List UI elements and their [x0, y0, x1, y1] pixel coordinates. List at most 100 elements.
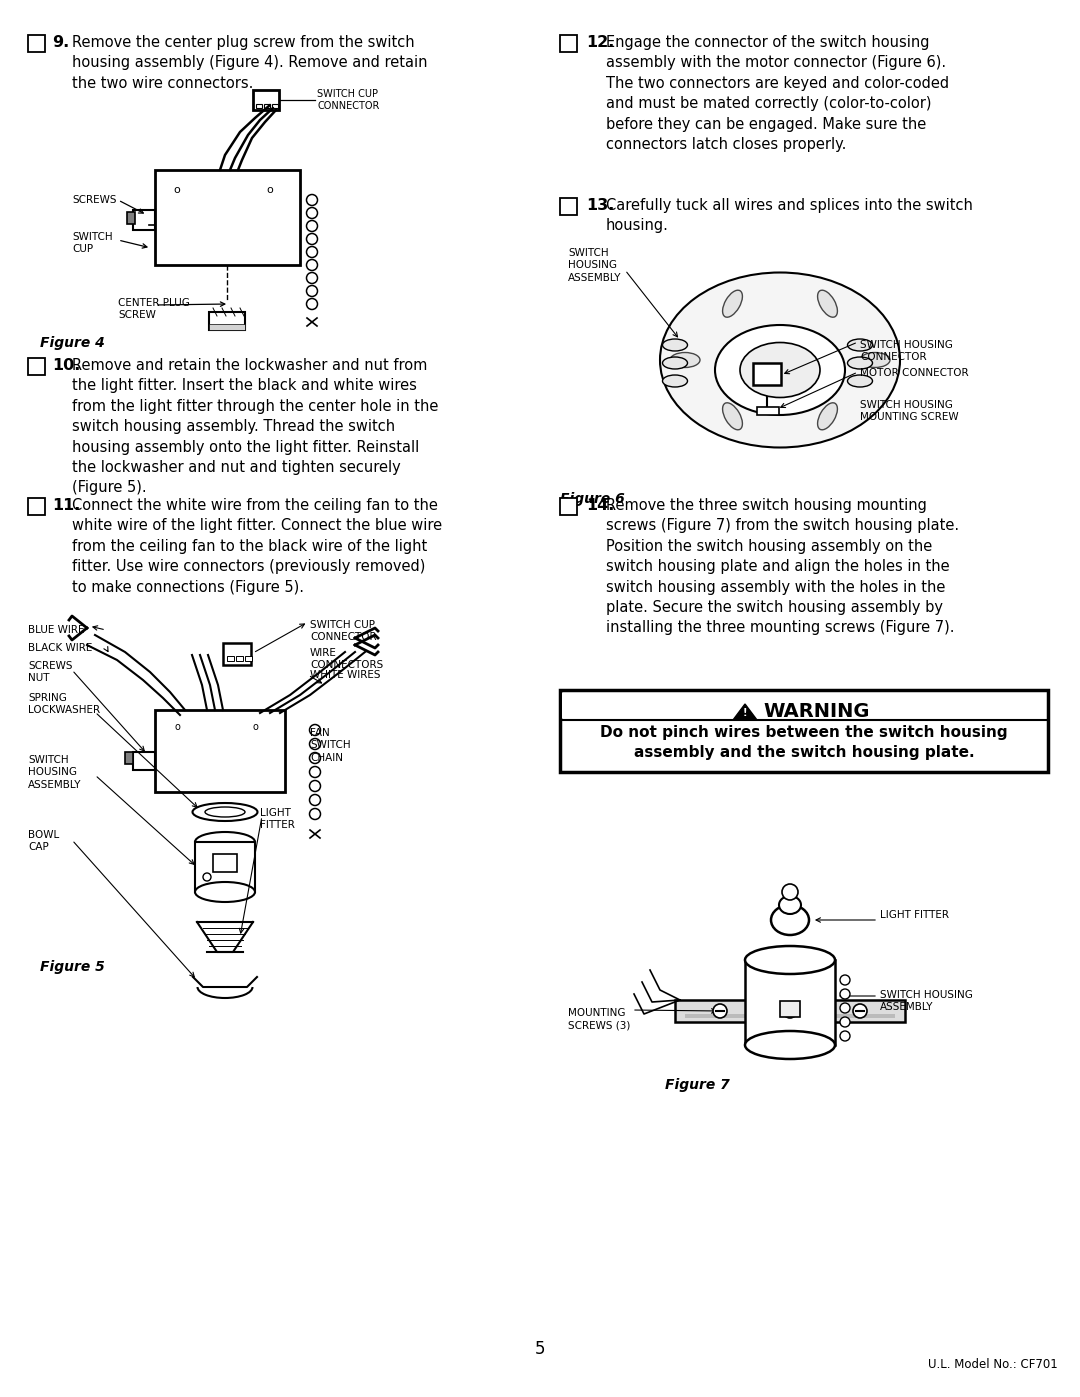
Circle shape [307, 221, 318, 232]
Circle shape [840, 989, 850, 999]
Ellipse shape [205, 807, 245, 817]
Bar [253, 89, 279, 110]
Text: SCREWS: SCREWS [28, 661, 72, 671]
Bar [561, 35, 577, 52]
Ellipse shape [745, 1031, 835, 1059]
Text: Connect the white wire from the ceiling fan to the
white wire of the light fitte: Connect the white wire from the ceiling … [72, 497, 442, 595]
Text: BLACK WIRE: BLACK WIRE [28, 643, 93, 652]
Circle shape [783, 1004, 797, 1018]
Circle shape [840, 975, 850, 985]
Bar [685, 1014, 895, 1018]
Text: Figure 5: Figure 5 [40, 960, 105, 974]
Text: SWITCH HOUSING
MOUNTING SCREW: SWITCH HOUSING MOUNTING SCREW [860, 400, 959, 422]
Circle shape [713, 1004, 727, 1018]
Text: LIGHT FITTER: LIGHT FITTER [880, 909, 949, 921]
Text: LIGHT
FITTER: LIGHT FITTER [260, 807, 295, 830]
Text: Do not pinch wires between the switch housing
assembly and the switch housing pl: Do not pinch wires between the switch ho… [600, 725, 1008, 760]
Ellipse shape [660, 272, 900, 447]
Circle shape [310, 809, 321, 820]
Text: SWITCH HOUSING
ASSEMBLY: SWITCH HOUSING ASSEMBLY [880, 990, 973, 1013]
Text: WIRE
CONNECTORS: WIRE CONNECTORS [310, 648, 383, 671]
Ellipse shape [818, 402, 837, 430]
Bar [264, 103, 270, 108]
Text: BLUE WIRE: BLUE WIRE [28, 624, 84, 636]
Text: SPRING: SPRING [28, 693, 67, 703]
Circle shape [310, 753, 321, 764]
Bar [272, 103, 278, 108]
Text: Carefully tuck all wires and splices into the switch
housing.: Carefully tuck all wires and splices int… [606, 198, 973, 233]
Circle shape [840, 1003, 850, 1013]
Text: LOCKWASHER: LOCKWASHER [28, 705, 100, 715]
Text: 5: 5 [535, 1340, 545, 1358]
Bar [133, 210, 156, 231]
Text: Figure 4: Figure 4 [40, 337, 105, 351]
Text: o: o [174, 722, 180, 732]
Text: !: ! [743, 708, 747, 718]
Bar [237, 657, 243, 661]
Bar [222, 643, 251, 665]
Circle shape [307, 299, 318, 310]
Circle shape [310, 739, 321, 750]
Ellipse shape [715, 326, 845, 415]
Bar [245, 657, 252, 661]
Ellipse shape [779, 895, 801, 914]
Ellipse shape [662, 339, 688, 351]
Text: SWITCH HOUSING
CONNECTOR: SWITCH HOUSING CONNECTOR [860, 339, 953, 362]
Ellipse shape [745, 946, 835, 974]
Circle shape [310, 795, 321, 806]
Bar [156, 710, 285, 792]
Circle shape [203, 873, 211, 882]
Circle shape [307, 194, 318, 205]
Bar [753, 363, 781, 386]
Bar [562, 693, 1047, 718]
Text: Remove the three switch housing mounting
screws (Figure 7) from the switch housi: Remove the three switch housing mounting… [606, 497, 959, 636]
Bar [28, 497, 45, 515]
Text: 12.: 12. [586, 35, 615, 50]
Circle shape [307, 260, 318, 271]
Text: NUT: NUT [28, 673, 50, 683]
Text: WARNING: WARNING [762, 703, 869, 721]
Text: SCREWS: SCREWS [72, 196, 117, 205]
Bar [561, 690, 1048, 773]
Text: FAN
SWITCH
CHAIN: FAN SWITCH CHAIN [310, 728, 351, 763]
Ellipse shape [848, 358, 873, 369]
Circle shape [307, 233, 318, 244]
Circle shape [307, 272, 318, 284]
Bar [210, 324, 245, 330]
Ellipse shape [771, 905, 809, 935]
Bar [28, 358, 45, 374]
Text: SWITCH CUP
CONNECTOR: SWITCH CUP CONNECTOR [318, 89, 379, 112]
Bar [561, 198, 577, 215]
Bar [195, 842, 255, 893]
Text: MOTOR CONNECTOR: MOTOR CONNECTOR [860, 367, 969, 379]
Text: 13.: 13. [586, 198, 615, 212]
Ellipse shape [848, 374, 873, 387]
Circle shape [310, 767, 321, 778]
Ellipse shape [740, 342, 820, 398]
Text: SWITCH
HOUSING
ASSEMBLY: SWITCH HOUSING ASSEMBLY [28, 754, 81, 789]
Ellipse shape [192, 803, 257, 821]
Text: MOUNTING
SCREWS (3): MOUNTING SCREWS (3) [568, 1009, 631, 1031]
Circle shape [853, 1004, 867, 1018]
Text: 14.: 14. [586, 497, 615, 513]
Text: o: o [267, 184, 273, 196]
Text: SWITCH CUP
CONNECTOR: SWITCH CUP CONNECTOR [310, 620, 377, 643]
Circle shape [310, 725, 321, 735]
Ellipse shape [662, 374, 688, 387]
Text: WHITE WIRES: WHITE WIRES [310, 671, 380, 680]
Ellipse shape [195, 833, 255, 852]
Bar [213, 854, 237, 872]
Bar [127, 212, 135, 224]
Polygon shape [733, 704, 757, 719]
Bar [133, 752, 156, 770]
Circle shape [307, 208, 318, 218]
Text: o: o [174, 184, 180, 196]
Bar [210, 312, 245, 330]
Circle shape [307, 246, 318, 257]
Text: SWITCH
CUP: SWITCH CUP [72, 232, 112, 254]
Text: SWITCH
HOUSING
ASSEMBLY: SWITCH HOUSING ASSEMBLY [568, 249, 621, 282]
Text: 9.: 9. [52, 35, 69, 50]
Text: 10.: 10. [52, 358, 80, 373]
Bar [156, 170, 300, 265]
Ellipse shape [670, 352, 700, 367]
